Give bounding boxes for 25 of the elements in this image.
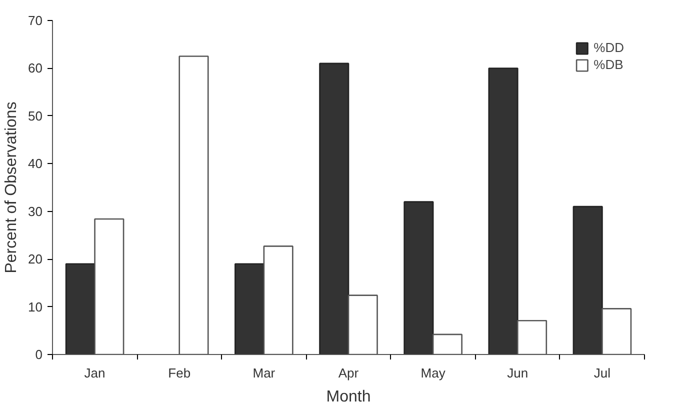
x-tick-label: Apr — [338, 366, 360, 380]
y-tick-label: 30 — [28, 204, 43, 219]
bar — [572, 206, 603, 354]
y-tick-label: 40 — [28, 156, 43, 172]
y-axis-title: Percent of Observations — [3, 102, 20, 274]
bar — [488, 68, 518, 354]
x-tick-label: May — [420, 366, 446, 380]
x-tick-label: Jan — [84, 366, 106, 380]
bar — [319, 62, 350, 354]
x-tick-label: Mar — [252, 366, 276, 380]
bar — [65, 263, 96, 354]
y-tick-label: 60 — [28, 60, 43, 76]
x-axis-title: Month — [326, 388, 371, 406]
x-tick-label: Jul — [594, 366, 611, 380]
y-tick-label: 0 — [35, 347, 43, 362]
x-tick-label: Jun — [507, 366, 528, 380]
y-tick-label: 10 — [28, 299, 43, 314]
y-tick-label: 70 — [28, 13, 43, 28]
legend-label: %DD — [594, 40, 624, 55]
bar — [404, 201, 434, 354]
y-tick-label: 20 — [28, 252, 43, 267]
legend-label: %DB — [594, 57, 624, 72]
bar — [234, 263, 265, 354]
x-tick-label: Feb — [168, 366, 191, 380]
y-tick-label: 50 — [28, 108, 43, 124]
